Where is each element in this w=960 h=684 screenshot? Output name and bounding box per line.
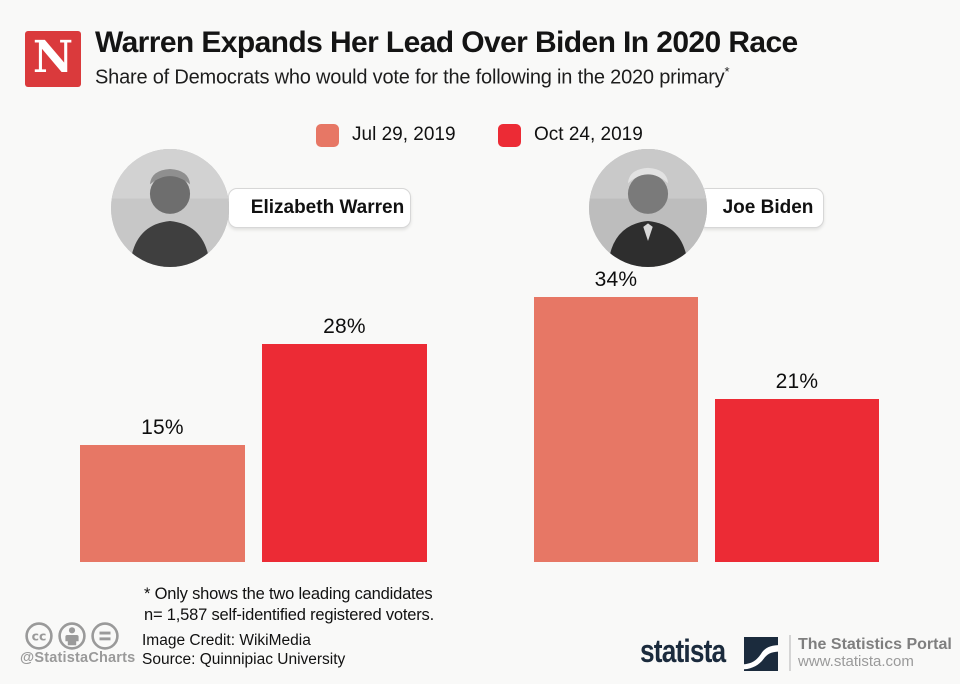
bar-value-label: 15% bbox=[141, 416, 184, 439]
footnote-line-2: n= 1,587 self-identified registered vote… bbox=[144, 606, 434, 624]
bar-warren-oct24: 28% bbox=[262, 315, 427, 562]
chart-subtitle: Share of Democrats who would vote for th… bbox=[95, 64, 730, 89]
newsweek-logo: N bbox=[25, 31, 81, 87]
bar-value-label: 34% bbox=[594, 268, 638, 291]
biden-portrait-photo bbox=[589, 149, 707, 267]
newsweek-n-letter: N bbox=[32, 32, 74, 83]
attribution-person-icon bbox=[58, 622, 86, 650]
cc-icon bbox=[25, 622, 53, 650]
statista-divider bbox=[789, 635, 791, 671]
candidate-label-warren: Elizabeth Warren bbox=[228, 188, 411, 228]
footnote-marker: * bbox=[724, 64, 730, 79]
bar-value-label: 28% bbox=[323, 315, 366, 338]
statista-tagline: The Statistics Portal bbox=[798, 636, 952, 653]
statista-wordmark: statista bbox=[640, 633, 726, 669]
warren-portrait-photo bbox=[111, 149, 229, 267]
equal-share-icon bbox=[91, 622, 119, 650]
statista-logo-icon bbox=[744, 637, 778, 671]
legend-swatch-jul29 bbox=[316, 123, 339, 147]
candidate-label-biden: Joe Biden bbox=[698, 188, 824, 228]
cc-letters: cc bbox=[32, 629, 47, 644]
person-silhouette-icon bbox=[111, 149, 229, 267]
credit-block: Image Credit: WikiMedia Source: Quinnipi… bbox=[142, 631, 345, 669]
chart-title: Warren Expands Her Lead Over Biden In 20… bbox=[95, 26, 798, 59]
bar-rect bbox=[534, 297, 698, 562]
statista-url: www.statista.com bbox=[798, 653, 914, 670]
person-silhouette-icon bbox=[589, 149, 707, 267]
image-credit-line: Image Credit: WikiMedia bbox=[142, 632, 311, 649]
creative-commons-license-icons: cc bbox=[24, 621, 120, 656]
bar-biden-jul29: 34% bbox=[534, 268, 698, 562]
chart-footnote: * Only shows the two leading candidates … bbox=[144, 584, 434, 626]
bar-value-label: 21% bbox=[775, 370, 819, 393]
legend-swatch-oct24 bbox=[498, 123, 521, 147]
bar-biden-oct24: 21% bbox=[715, 370, 879, 562]
bar-warren-jul29: 15% bbox=[80, 416, 245, 562]
bar-rect bbox=[262, 344, 427, 562]
legend-label-jul29: Jul 29, 2019 bbox=[352, 124, 456, 145]
bar-rect bbox=[80, 445, 245, 562]
legend-item-oct24: Oct 24, 2019 bbox=[498, 120, 643, 150]
bar-rect bbox=[715, 399, 879, 562]
source-line: Source: Quinnipiac University bbox=[142, 651, 346, 668]
legend-label-oct24: Oct 24, 2019 bbox=[534, 124, 643, 145]
footnote-line-1: * Only shows the two leading candidates bbox=[144, 585, 433, 603]
statista-charts-handle: @StatistaCharts bbox=[20, 650, 136, 666]
legend-item-jul29: Jul 29, 2019 bbox=[316, 120, 456, 150]
